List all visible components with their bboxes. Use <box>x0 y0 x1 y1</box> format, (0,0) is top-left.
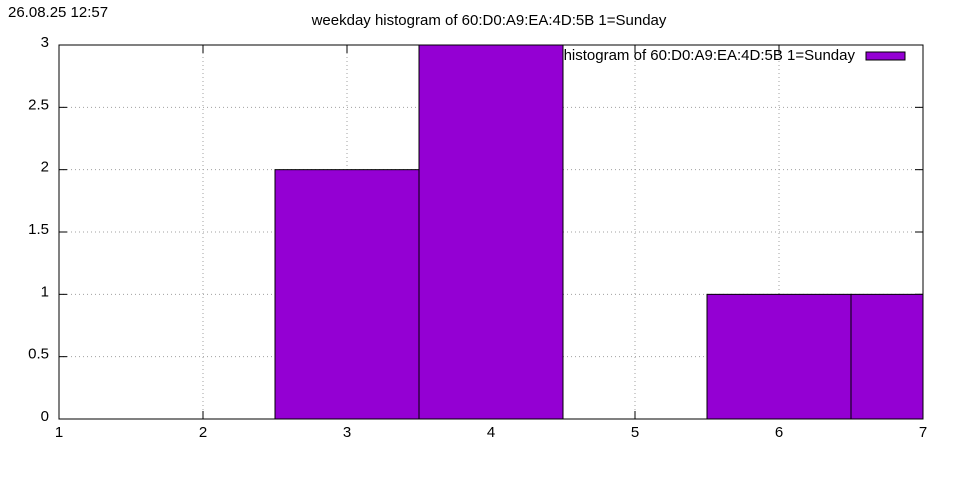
bar <box>706 293 852 419</box>
x-tick-label: 4 <box>487 424 495 441</box>
chart-title: weekday histogram of 60:D0:A9:EA:4D:5B 1… <box>311 12 667 29</box>
bar <box>274 169 420 419</box>
y-tick-label: 3 <box>41 34 49 51</box>
bar <box>850 293 923 419</box>
y-tick-label: 2 <box>41 159 49 176</box>
y-tick-label: 1.5 <box>28 221 49 238</box>
x-tick-label: 7 <box>919 424 927 441</box>
bar <box>418 45 564 419</box>
bars <box>274 45 923 419</box>
legend: weekday histogram of 60:D0:A9:EA:4D:5B 1… <box>499 47 906 64</box>
y-tick-label: 1 <box>41 283 49 300</box>
x-tick-label: 5 <box>631 424 639 441</box>
x-tick-label: 6 <box>775 424 783 441</box>
y-tick-label: 2.5 <box>28 96 49 113</box>
y-tick-label: 0.5 <box>28 346 49 363</box>
x-tick-label: 2 <box>199 424 207 441</box>
timestamp: 26.08.25 12:57 <box>8 4 108 21</box>
legend-label: weekday histogram of 60:D0:A9:EA:4D:5B 1… <box>499 47 855 64</box>
x-tick-label: 3 <box>343 424 351 441</box>
plot-border <box>58 44 924 420</box>
y-tick-label: 0 <box>41 408 49 425</box>
legend-swatch <box>865 51 906 61</box>
tick-labels: 0 0.5 1 1.5 2 2.5 3 1 2 3 4 5 6 7 <box>28 34 927 441</box>
x-tick-label: 1 <box>55 424 63 441</box>
